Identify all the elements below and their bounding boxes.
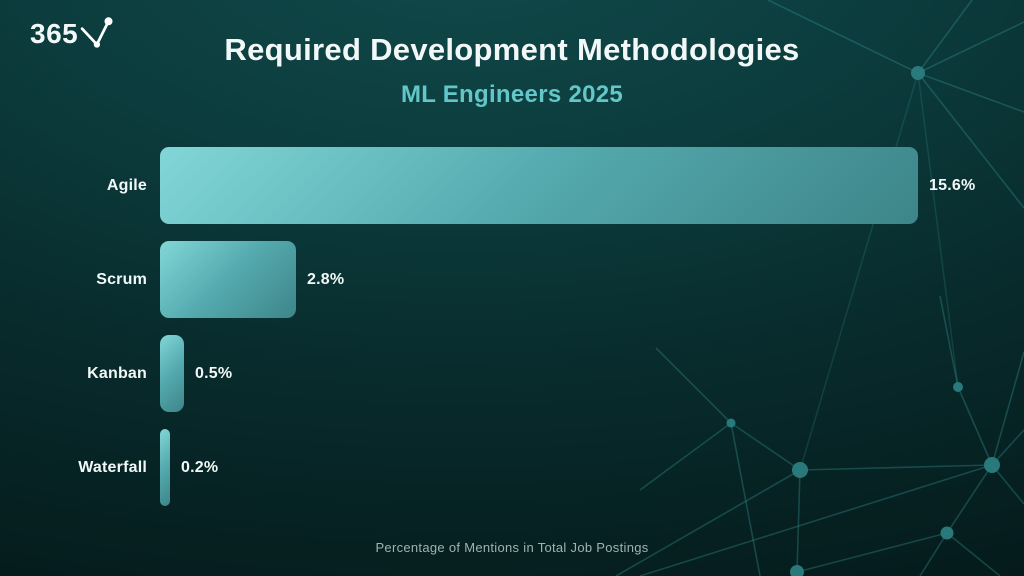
- category-label-agile: Agile: [106, 176, 147, 194]
- value-label-agile: 15.6%: [929, 176, 976, 194]
- logo-text: 365: [30, 18, 79, 49]
- category-label-scrum: Scrum: [96, 270, 147, 288]
- header: Required Development Methodologies ML En…: [0, 32, 1024, 109]
- axis-caption: Percentage of Mentions in Total Job Post…: [375, 540, 649, 555]
- bar-kanban: [160, 335, 184, 412]
- chart-row: Waterfall 0.2%: [0, 429, 1024, 506]
- chart-rows: Agile 15.6% Scrum 2.8% Kanban 0.5% Waterfall 0.…: [0, 147, 1024, 506]
- page-subtitle: ML Engineers 2025: [400, 81, 624, 108]
- value-label-kanban: 0.5%: [195, 364, 233, 382]
- bar-agile: [160, 147, 918, 224]
- chart-row: Agile 15.6%: [0, 147, 1024, 224]
- chart-row: Kanban 0.5%: [0, 335, 1024, 412]
- bar-waterfall: [160, 429, 170, 506]
- bar-scrum: [160, 241, 296, 318]
- page-title: Required Development Methodologies: [224, 32, 800, 67]
- line-chart-spark-icon: [80, 17, 113, 48]
- chart-row: Scrum 2.8%: [0, 241, 1024, 318]
- value-label-waterfall: 0.2%: [181, 458, 219, 476]
- category-label-waterfall: Waterfall: [78, 458, 147, 476]
- value-label-scrum: 2.8%: [307, 270, 345, 288]
- category-label-kanban: Kanban: [87, 364, 147, 382]
- logo-365: 365: [30, 16, 118, 54]
